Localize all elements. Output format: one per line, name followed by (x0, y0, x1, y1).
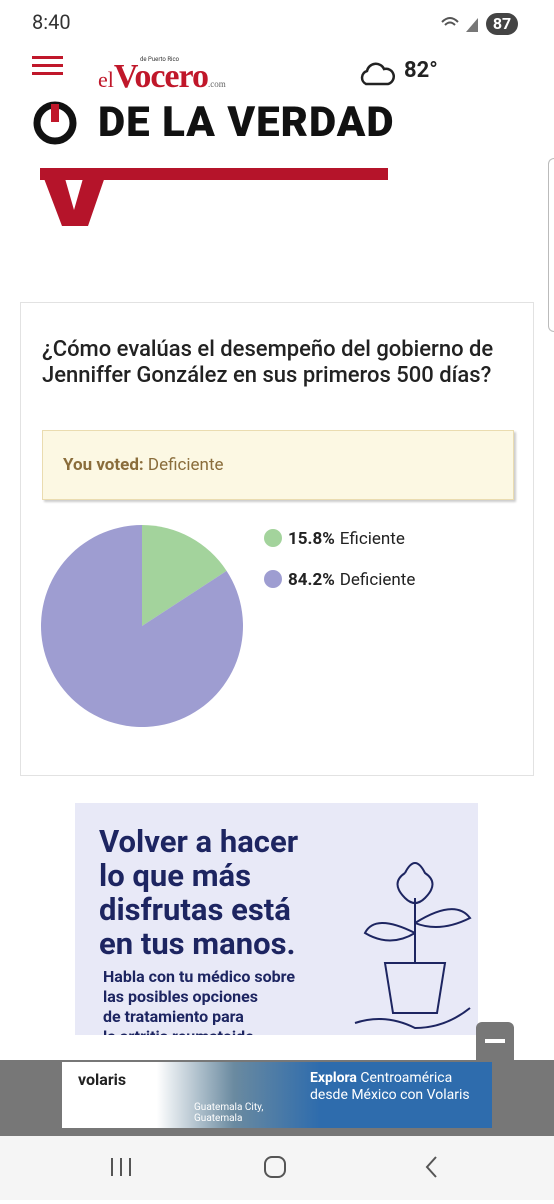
vote-value: Deficiente (147, 455, 224, 475)
location-line: Guatemala (194, 1113, 243, 1124)
pie-slice (142, 525, 227, 626)
ad-line: disfrutas está (99, 891, 291, 928)
ad-illustration (354, 862, 472, 1030)
collapse-button[interactable] (476, 1022, 514, 1060)
tagline-bold: Explora (310, 1070, 357, 1086)
poll-question: ¿Cómo evalúas el desempeño del gobierno … (42, 337, 494, 388)
ad-line: las posibles opciones (103, 987, 259, 1006)
ad-line: Habla con tu médico sobre (103, 967, 295, 986)
status-time: 8:40 (32, 10, 71, 34)
ad-line: de tratamiento para (103, 1007, 244, 1026)
ad-banner[interactable]: Volver a hacer lo que más disfrutas está en… (75, 803, 478, 1035)
logo-suffix: .com (207, 79, 226, 89)
back[interactable] (425, 1156, 437, 1178)
ad-body: Habla con tu médico sobre las posibles op… (103, 967, 295, 1035)
bottom-ad-brand: volaris (78, 1070, 127, 1089)
ad-headline: Volver a hacer lo que más disfrutas está en… (99, 825, 298, 961)
scrollbar (548, 158, 554, 332)
location-line: Guatemala City, (194, 1102, 264, 1113)
legend-label: 15.8% Eficiente (288, 529, 405, 549)
tagline-line: desde México con Volaris (310, 1087, 470, 1103)
logo-main: Vocero (113, 58, 209, 95)
battery: 87 (486, 13, 518, 35)
signal-icons (441, 17, 478, 32)
ad-line: Volver a hacer (99, 823, 299, 860)
menu-button[interactable] (32, 56, 64, 78)
pie-slice (40, 525, 243, 727)
home[interactable] (264, 1156, 286, 1178)
logo[interactable]: elVocero.com (98, 58, 226, 96)
legend-swatch (264, 570, 282, 588)
ad-line: en tus manos. (99, 925, 296, 962)
weather-icon (360, 62, 395, 86)
vote-label: You voted: (63, 455, 144, 475)
legend-swatch (264, 529, 282, 547)
nav-bar (0, 1136, 554, 1200)
ad-line: lo que más (99, 857, 252, 894)
nav-icons (111, 1156, 437, 1178)
legend-name: Deficiente (340, 570, 416, 590)
bottom-ad-tagline: Explora Centroamérica desde México con Vo… (310, 1070, 470, 1104)
temperature: 82° (404, 58, 438, 83)
logo-small: de Puerto Rico (140, 56, 180, 63)
poll-card (20, 302, 534, 776)
legend-value: 84.2% (288, 570, 335, 590)
banner-graphic (33, 101, 388, 226)
banner-title: DE LA VERDAD (98, 98, 395, 147)
vote-notice: You voted: Deficiente (42, 430, 514, 500)
logo-prefix: el (98, 67, 114, 92)
legend-label: 84.2% Deficiente (288, 570, 415, 590)
ad-line: la artritis reumatoide. (103, 1027, 295, 1035)
poll-chart: 15.8% Eficiente 84.2% Deficiente (40, 525, 415, 727)
bottom-ad[interactable]: volaris Explora Centroamérica desde Méxic… (62, 1062, 492, 1128)
legend-name: Eficiente (340, 529, 405, 549)
legend-value: 15.8% (288, 529, 335, 549)
recent-apps[interactable] (111, 1158, 131, 1176)
tagline-line: Centroamérica (360, 1070, 453, 1086)
bottom-ad-location: Guatemala City, Guatemala (194, 1102, 263, 1124)
